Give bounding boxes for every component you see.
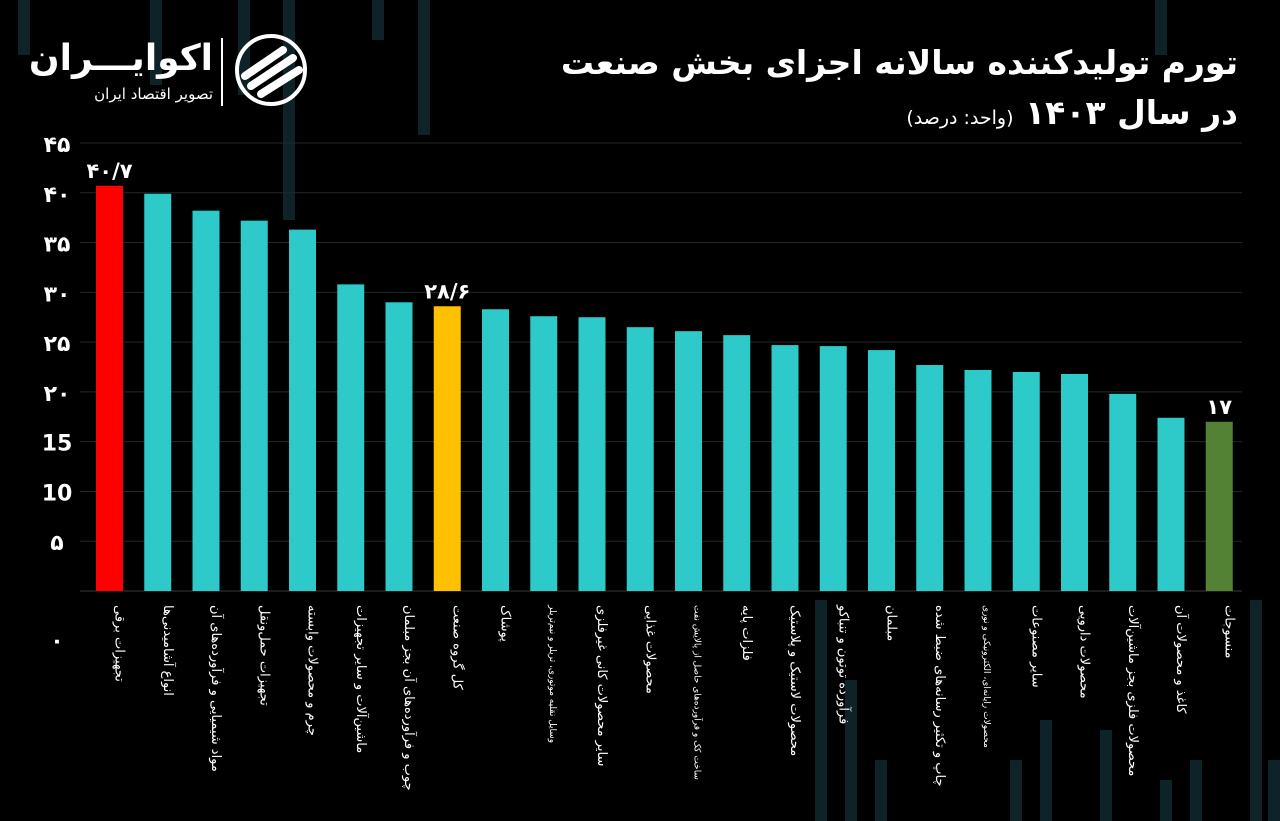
bar — [1061, 373, 1088, 591]
ecoiran-logo-icon — [235, 34, 307, 106]
decorative-bar — [845, 680, 857, 821]
bar — [1109, 393, 1137, 591]
x-category-label: محصولات دارویی — [1077, 605, 1092, 699]
y-tick-label: ۴۰ — [44, 183, 71, 208]
x-category-label: محصولات فلزی بجز ماشین‌آلات — [1125, 605, 1142, 776]
x-category-label: تجهیزات حمل‌ونقل — [256, 605, 271, 706]
bar — [626, 327, 654, 591]
decorative-bar — [1010, 760, 1022, 821]
bar — [96, 185, 123, 591]
y-tick-label: ۰ — [50, 629, 63, 654]
x-category-label: محصولات رایانه‌ای، الکترونیکی و نوری — [981, 605, 991, 748]
bar — [578, 317, 606, 591]
decorative-bar — [18, 0, 30, 55]
decorative-bar — [1100, 730, 1112, 821]
bar — [675, 331, 702, 591]
x-category-label: انواع آشامیدنی‌ها — [160, 605, 177, 696]
decorative-bar — [1190, 760, 1202, 821]
data-label: ۲۸/۶ — [424, 279, 470, 303]
bar — [1157, 417, 1185, 591]
x-category-label: کاغذ و محصولات آن — [1173, 605, 1190, 714]
decorative-bar — [875, 760, 887, 821]
bar — [530, 316, 558, 591]
decorative-bar — [815, 600, 827, 821]
data-label: ۴۰/۷ — [86, 159, 132, 183]
bar — [964, 369, 992, 591]
x-category-label: وسایل نقلیه موتوری، تریلر و نیم‌تریلر — [547, 604, 557, 743]
y-tick-label: ۳۵ — [44, 233, 71, 258]
x-category-label: ماشین‌آلات و سایر تجهیزات — [353, 605, 370, 753]
x-category-label: چاپ و تکثیر رسانه‌های ضبط شده — [932, 605, 947, 787]
logo-divider — [221, 38, 223, 106]
decorative-bar — [150, 0, 162, 85]
chart-title: تورم تولیدکننده سالانه اجزای بخش صنعت در… — [561, 38, 1238, 143]
x-category-label: پوشاک — [498, 605, 513, 642]
x-category-label: منسوجات — [1221, 605, 1236, 658]
y-tick-label: ۵ — [50, 531, 63, 556]
x-category-label: چرم و محصولات وابسته — [305, 605, 320, 736]
x-category-label: محصولات غذایی — [642, 605, 657, 694]
title-line-1: تورم تولیدکننده سالانه اجزای بخش صنعت — [560, 43, 1238, 82]
title-year: در سال ۱۴۰۳ — [1025, 93, 1238, 132]
decorative-bar — [418, 0, 430, 135]
decorative-bar — [372, 0, 384, 40]
brand-tagline: تصویر اقتصاد ایران — [94, 85, 213, 103]
x-category-label: فرآورده توتون و تنباکو — [835, 604, 852, 724]
bar — [337, 284, 365, 591]
bar — [868, 350, 895, 591]
y-tick-label: ۳۰ — [44, 282, 71, 307]
x-category-label: مبلمان — [884, 605, 899, 641]
brand-logo: اکوایـــران تصویر اقتصاد ایران — [28, 30, 318, 110]
y-tick-label: ۴۵ — [44, 133, 71, 158]
x-category-label: چوب و فرآورده‌های آن بجز مبلمان — [401, 605, 418, 791]
y-tick-label: ۲۰ — [44, 382, 71, 407]
x-category-label: کل گروه صنعت — [449, 605, 465, 691]
x-category-label: مواد شیمیایی و فرآورده‌های آن — [208, 605, 225, 772]
x-category-label: تجهیزات برقی — [112, 605, 127, 682]
bar — [144, 193, 172, 592]
decorative-bar — [1268, 760, 1280, 821]
bar — [433, 306, 461, 591]
x-category-label: محصولات لاستیک و پلاستیک — [787, 605, 802, 756]
bar — [1205, 421, 1233, 591]
brand-name: اکوایـــران — [28, 38, 213, 79]
decorative-bar — [1160, 780, 1172, 821]
decorative-bar — [1155, 0, 1167, 55]
bar — [482, 309, 509, 591]
bar — [916, 365, 944, 591]
bar — [385, 302, 413, 591]
unit-label: (واحد: درصد) — [906, 107, 1014, 129]
bar — [1012, 371, 1040, 591]
x-category-label: سایر مصنوعات — [1028, 605, 1043, 688]
data-label: ۱۷ — [1206, 395, 1232, 419]
title-line-2: در سال ۱۴۰۳ (واحد: درصد) — [561, 88, 1238, 143]
decorative-bar — [1040, 720, 1052, 821]
x-category-label: سایر محصولات کانی غیرفلزی — [594, 605, 609, 766]
y-tick-label: 15 — [42, 432, 73, 457]
y-tick-label: ۲۵ — [44, 332, 71, 357]
bar — [289, 229, 316, 591]
x-category-label: ساخت کک و فرآورده‌های حاصل از پالایش نفت — [692, 605, 704, 780]
bar — [771, 345, 799, 591]
decorative-bar — [1250, 600, 1262, 821]
bar — [723, 335, 751, 591]
bar — [192, 210, 220, 591]
y-tick-label: 10 — [42, 481, 73, 506]
bar — [240, 220, 268, 592]
x-category-label: فلزات پایه — [739, 605, 754, 661]
bar — [819, 346, 847, 591]
